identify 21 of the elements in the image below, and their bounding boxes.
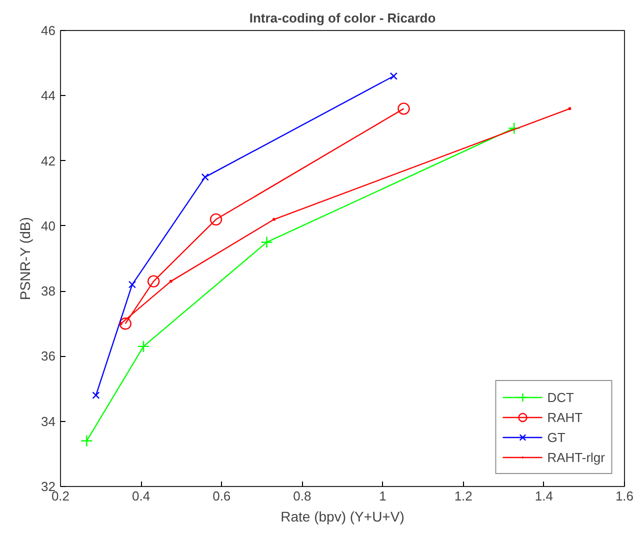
x-tick-label: 1 [379, 488, 386, 504]
y-tick-label: 34 [41, 414, 56, 429]
chart-title: Intra-coding of color - Ricardo [249, 10, 436, 26]
x-tick-label: 1.4 [534, 488, 553, 504]
y-tick-label: 36 [41, 348, 56, 364]
y-tick-label: 38 [41, 284, 56, 299]
legend-label: DCT [547, 389, 574, 405]
legend-label: GT [547, 429, 566, 445]
y-tick-label: 42 [41, 153, 56, 168]
x-tick-label: 0.4 [132, 488, 150, 504]
legend-label: RAHT-rlgr [547, 449, 605, 465]
x-tick-label: 0.8 [293, 488, 312, 504]
x-axis-title: Rate (bpv) (Y+U+V) [280, 508, 404, 524]
y-axis-title: PSNR-Y (dB) [17, 217, 34, 300]
y-tick-label: 44 [41, 88, 56, 104]
x-tick-label: 1.2 [454, 488, 472, 504]
y-tick-label: 40 [41, 218, 56, 234]
x-tick-label: 1.6 [615, 488, 634, 504]
x-tick-label: 0.6 [212, 488, 231, 504]
legend-label: RAHT [547, 409, 583, 425]
y-tick-label: 46 [41, 23, 56, 38]
